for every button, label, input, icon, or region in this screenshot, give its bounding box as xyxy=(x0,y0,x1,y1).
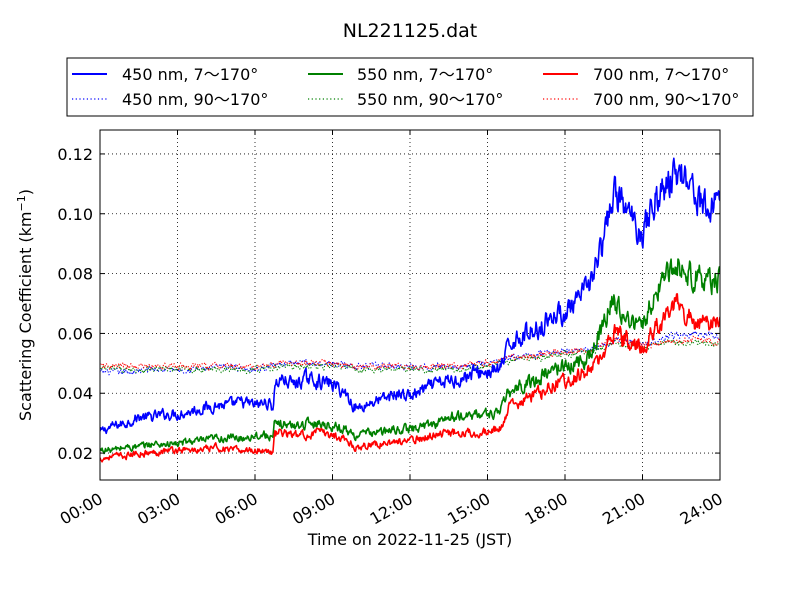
legend-label: 700 nm, 7～170° xyxy=(593,65,729,84)
legend-label: 450 nm, 90～170° xyxy=(122,90,268,109)
series-line xyxy=(100,339,720,375)
series-line xyxy=(100,335,720,371)
x-axis-label: Time on 2022-11-25 (JST) xyxy=(307,530,512,549)
legend-label: 550 nm, 7～170° xyxy=(357,65,493,84)
y-tick-label: 0.04 xyxy=(57,384,93,403)
legend-label: 450 nm, 7～170° xyxy=(122,65,258,84)
y-axis-label-unit-exponent: −1 xyxy=(15,195,28,211)
y-tick-label: 0.02 xyxy=(57,444,93,463)
legend-label: 700 nm, 90～170° xyxy=(593,90,739,109)
y-axis-label: Scattering Coefficient (km−1) xyxy=(15,189,35,421)
grid xyxy=(100,130,720,480)
legend-frame xyxy=(66,57,754,117)
chart-title: NL221125.dat xyxy=(343,20,478,42)
series-line xyxy=(100,258,720,455)
y-axis-label-close: ) xyxy=(16,189,35,195)
y-tick-label: 0.10 xyxy=(57,205,93,224)
legend: 450 nm, 7～170° 450 nm, 90～170° 550 nm, 7～1… xyxy=(66,57,754,117)
legend-entries: 450 nm, 7～170° 450 nm, 90～170° 550 nm, 7～1… xyxy=(72,65,739,109)
series-line xyxy=(100,157,720,435)
series-layer xyxy=(100,157,720,463)
y-tick-label: 0.06 xyxy=(57,324,93,343)
y-tick-label: 0.12 xyxy=(57,145,93,164)
series-line xyxy=(100,293,720,463)
y-tick-label: 0.08 xyxy=(57,265,93,284)
legend-label: 550 nm, 90～170° xyxy=(357,90,503,109)
y-axis-label-text: Scattering Coefficient (km xyxy=(16,211,35,421)
